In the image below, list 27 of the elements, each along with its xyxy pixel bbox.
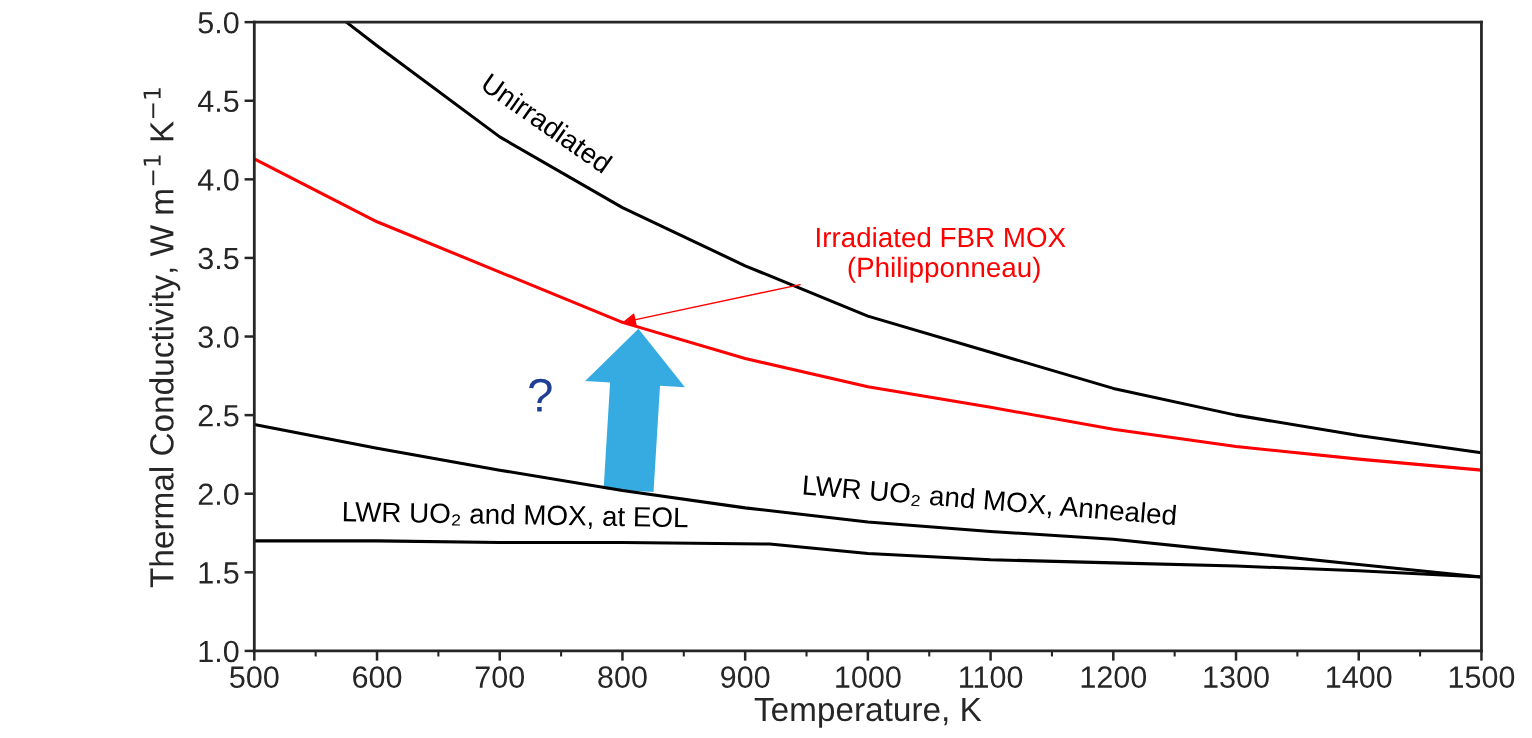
x-tick-label: 1500: [1449, 666, 1515, 688]
x-tick-label: 900: [721, 666, 770, 688]
annotation: LWR UO₂ and MOX, Annealed: [803, 474, 1177, 529]
x-tick-label: 1200: [1081, 666, 1147, 688]
x-axis-title: Temperature, K: [754, 697, 982, 728]
x-tick-label: 700: [475, 666, 525, 688]
y-tick-label: 5.0: [198, 11, 239, 34]
annotation: ?: [529, 378, 552, 412]
y-axis-title: Thermal Conductivity, W m$^{−1}$ K$^{−1}$: [143, 88, 181, 588]
y-tick-label: 3.0: [198, 326, 239, 348]
y-tick-label: 1.0: [199, 640, 239, 663]
y-tick-label: 2.5: [198, 404, 239, 427]
y-tick-label: 4.5: [197, 90, 239, 113]
x-tick-label: 800: [598, 666, 647, 688]
x-tick-label: 1000: [836, 666, 901, 688]
annotation: Irradiated FBR MOX (Philipponneau): [817, 226, 1066, 283]
annotation: LWR UO₂ and MOX, at EOL: [343, 501, 688, 531]
x-tick-label: 1100: [960, 666, 1023, 688]
y-tick-label: 2.0: [198, 483, 239, 506]
line-series: [344, 22, 1482, 455]
x-tick-label: 1300: [1204, 666, 1269, 688]
y-tick-label: 1.5: [199, 562, 239, 584]
y-tick-label: 4.0: [197, 169, 239, 191]
y-tick-label: 3.5: [198, 247, 239, 270]
x-tick-label: 600: [353, 666, 402, 688]
x-tick-label: 1400: [1327, 666, 1392, 688]
x-tick-label: 500: [230, 666, 279, 688]
